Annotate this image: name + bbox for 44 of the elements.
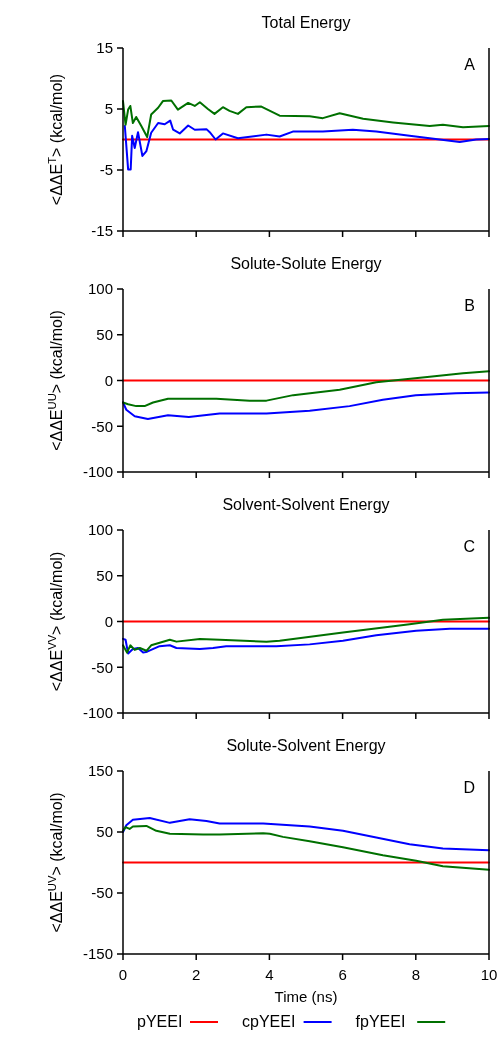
chart-title: Solute-Solute Energy [230, 255, 382, 272]
x-axis-title: Time (ns) [274, 988, 338, 1005]
y-tick-label: 50 [96, 326, 113, 343]
y-tick-label: -100 [82, 704, 113, 722]
y-tick-label: 0 [104, 371, 113, 389]
y-tick-label: 0 [104, 612, 113, 630]
line-series [122, 391, 490, 420]
y-tick-label: -50 [91, 417, 113, 435]
y-tick-label: 100 [87, 280, 113, 298]
line-series [122, 616, 490, 654]
line-series [122, 627, 490, 655]
line-series [122, 370, 490, 408]
chart-title: Solvent-Solvent Energy [222, 496, 390, 513]
legend-label: pYEEI [137, 1013, 183, 1030]
y-tick-label: -150 [82, 945, 113, 963]
annotation: C [463, 538, 475, 555]
legend-label: cpYEEI [242, 1013, 296, 1030]
y-tick-label: 100 [87, 521, 113, 539]
y-tick-label: 5 [104, 100, 113, 118]
y-tick-label: 15 [96, 39, 113, 57]
annotation: D [463, 779, 475, 796]
chart-title: Solute-Solvent Energy [226, 737, 386, 754]
line-series [122, 824, 490, 871]
x-tick-label: 4 [265, 966, 274, 983]
annotation: B [464, 297, 475, 314]
line-series [122, 816, 490, 852]
y-tick-label: -50 [91, 658, 113, 676]
y-tick-label: -5 [99, 161, 113, 179]
annotation: A [464, 56, 476, 73]
line-series [123, 119, 490, 171]
y-tick-label: -100 [82, 463, 113, 481]
x-tick-label: 8 [411, 966, 420, 983]
y-tick-label: 50 [96, 823, 113, 841]
y-tick-label: -15 [91, 222, 113, 240]
x-tick-label: 6 [338, 966, 347, 983]
y-tick-label: -50 [91, 884, 113, 902]
x-tick-label: 10 [480, 966, 498, 983]
x-tick-label: 0 [118, 966, 128, 983]
y-tick-label: 50 [96, 567, 113, 584]
x-tick-label: 2 [192, 966, 201, 983]
legend-label: fpYEEI [355, 1013, 406, 1030]
y-tick-label: 150 [87, 762, 113, 780]
chart-title: Total Energy [261, 14, 351, 31]
line-series [122, 99, 490, 139]
